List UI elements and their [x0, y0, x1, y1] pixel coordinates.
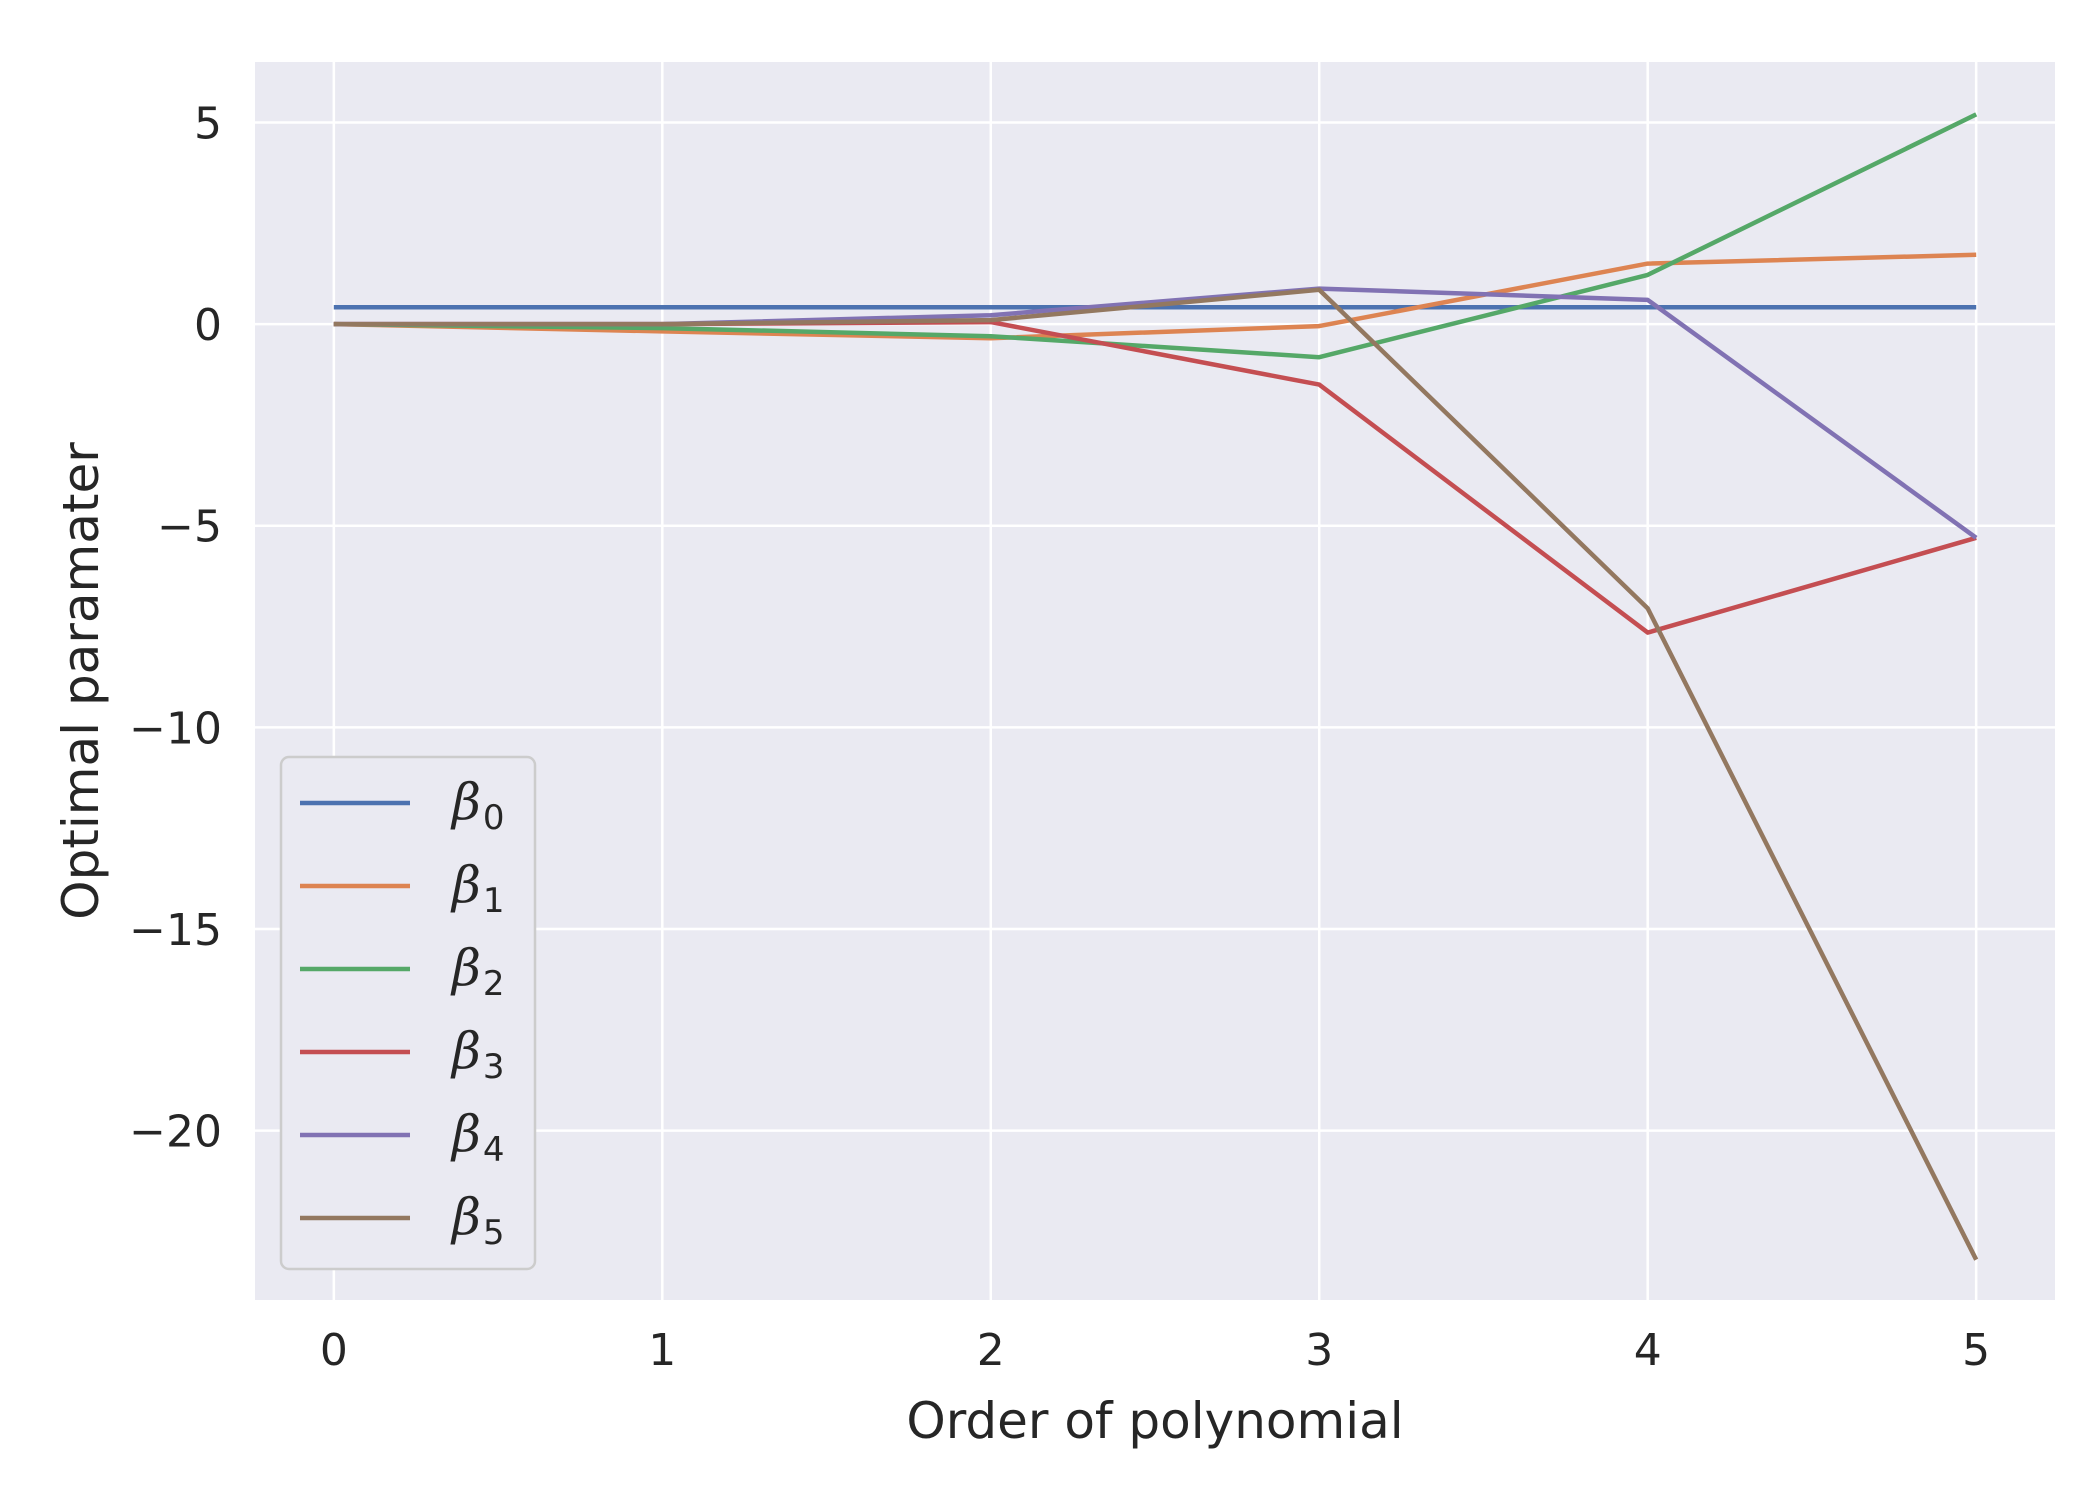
- plot-background: [255, 62, 2055, 1300]
- y-tick-label: 0: [194, 300, 222, 351]
- x-axis-label: Order of polynomial: [906, 1392, 1403, 1450]
- series-line-beta-5: [333, 287, 1979, 1261]
- y-tick-label: −15: [129, 905, 222, 956]
- x-tick-labels: 0 1 2 3 4 5: [320, 1325, 1990, 1376]
- legend-label-beta-4: β4: [450, 1105, 505, 1170]
- series-line-beta-1: [333, 252, 1977, 341]
- y-tick-labels: 5 0 −5 −10 −15 −20: [129, 98, 222, 1157]
- x-tick-label: 0: [320, 1325, 348, 1376]
- legend-label-beta-0: β0: [450, 773, 505, 838]
- legend: β0 β1 β2 β3 β4 β5: [279, 755, 537, 1271]
- y-axis-label: Optimal paramater: [52, 442, 110, 920]
- y-tick-label: −20: [129, 1107, 222, 1158]
- legend-label-beta-1: β1: [450, 856, 505, 921]
- legend-label-beta-2: β2: [450, 939, 505, 1004]
- y-tick-label: −5: [157, 502, 222, 553]
- x-tick-label: 2: [977, 1325, 1005, 1376]
- x-tick-label: 1: [648, 1325, 676, 1376]
- y-tick-label: 5: [194, 98, 222, 149]
- series-line-beta-2: [333, 112, 1978, 360]
- legend-label-beta-3: β3: [450, 1022, 505, 1087]
- y-tick-label: −10: [129, 703, 222, 754]
- x-tick-label: 3: [1305, 1325, 1333, 1376]
- legend-label-beta-5: β5: [450, 1188, 505, 1253]
- series-lines: [333, 112, 1979, 1261]
- x-tick-label: 5: [1962, 1325, 1990, 1376]
- x-tick-label: 4: [1634, 1325, 1662, 1376]
